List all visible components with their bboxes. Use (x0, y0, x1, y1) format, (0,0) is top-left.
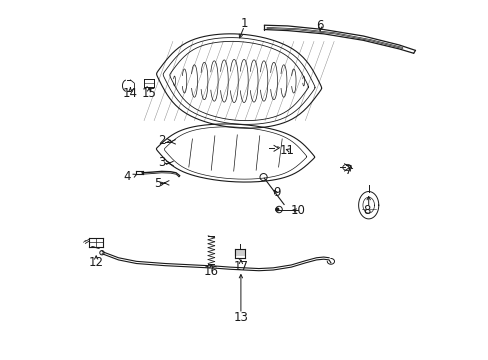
Text: 15: 15 (142, 87, 156, 100)
Text: 17: 17 (233, 260, 248, 273)
Text: 1: 1 (240, 17, 248, 30)
Circle shape (275, 208, 278, 211)
Text: 2: 2 (158, 134, 165, 147)
Text: 16: 16 (203, 265, 219, 278)
Text: 9: 9 (273, 186, 280, 199)
Text: 14: 14 (122, 87, 138, 100)
Text: 7: 7 (345, 165, 352, 177)
Text: 5: 5 (153, 177, 161, 190)
Text: 8: 8 (363, 204, 370, 217)
Text: 4: 4 (123, 170, 131, 183)
Text: 13: 13 (233, 311, 248, 324)
Text: 6: 6 (316, 19, 323, 32)
Text: 10: 10 (290, 204, 305, 217)
Text: 12: 12 (88, 256, 103, 269)
Text: 11: 11 (279, 144, 294, 157)
Text: 3: 3 (158, 156, 165, 169)
